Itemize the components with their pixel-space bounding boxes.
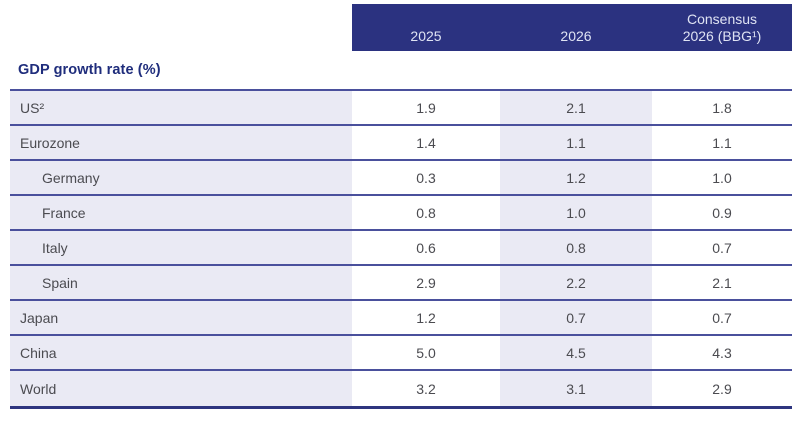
table-row: Spain 2.9 2.2 2.1 (10, 266, 792, 301)
value-cell: 1.1 (500, 126, 652, 159)
header-spacer (10, 4, 352, 51)
table-row: China 5.0 4.5 4.3 (10, 336, 792, 371)
value-cell: 0.8 (416, 204, 436, 221)
section-title-row: GDP growth rate (%) (10, 51, 792, 89)
value-cell: 1.1 (712, 134, 732, 151)
table-row: France 0.8 1.0 0.9 (10, 196, 792, 231)
value-cell: 4.5 (500, 336, 652, 369)
column-header-2025: 2025 (352, 4, 500, 51)
row-label: US² (10, 91, 352, 124)
value-cell: 2.9 (712, 380, 732, 397)
value-cell: 0.9 (712, 204, 732, 221)
value-cell: 1.2 (500, 161, 652, 194)
value-cell: 0.6 (416, 239, 436, 256)
gdp-growth-table: 2025 2026 Consensus 2026 (BBG¹) GDP grow… (10, 4, 792, 409)
value-cell: 0.7 (500, 301, 652, 334)
column-header-consensus-line1: Consensus (686, 11, 758, 27)
table-row: Eurozone 1.4 1.1 1.1 (10, 126, 792, 161)
column-header-2025-label: 2025 (410, 28, 442, 44)
column-header-2026-label: 2026 (560, 28, 592, 44)
table-row: Japan 1.2 0.7 0.7 (10, 301, 792, 336)
value-cell: 1.4 (416, 134, 436, 151)
value-cell: 4.3 (712, 344, 732, 361)
row-label: World (10, 371, 352, 406)
table-row: Italy 0.6 0.8 0.7 (10, 231, 792, 266)
value-cell: 1.9 (416, 99, 436, 116)
value-cell: 2.2 (500, 266, 652, 299)
table-header-band: 2025 2026 Consensus 2026 (BBG¹) (10, 4, 792, 51)
row-label: Japan (10, 301, 352, 334)
value-cell: 3.1 (500, 371, 652, 406)
column-header-2026: 2026 (500, 4, 652, 51)
value-cell: 2.1 (712, 274, 732, 291)
section-title: GDP growth rate (%) (18, 62, 161, 78)
value-cell: 0.3 (416, 169, 436, 186)
column-header-consensus: Consensus 2026 (BBG¹) (652, 4, 792, 51)
row-label: China (10, 336, 352, 369)
value-cell: 1.2 (416, 309, 436, 326)
row-label: Italy (10, 231, 352, 264)
table-row: World 3.2 3.1 2.9 (10, 371, 792, 406)
row-label: France (10, 196, 352, 229)
table-row: US² 1.9 2.1 1.8 (10, 91, 792, 126)
value-cell: 0.8 (500, 231, 652, 264)
value-cell: 1.0 (712, 169, 732, 186)
value-cell: 1.0 (500, 196, 652, 229)
row-label: Germany (10, 161, 352, 194)
table-row: Germany 0.3 1.2 1.0 (10, 161, 792, 196)
value-cell: 2.9 (416, 274, 436, 291)
value-cell: 5.0 (416, 344, 436, 361)
column-header-consensus-line2: 2026 (BBG¹) (682, 28, 762, 44)
table-body: US² 1.9 2.1 1.8 Eurozone 1.4 1.1 1.1 Germany 0.3 1… (10, 89, 792, 409)
value-cell: 1.8 (712, 99, 732, 116)
value-cell: 0.7 (712, 309, 732, 326)
row-label: Spain (10, 266, 352, 299)
value-cell: 0.7 (712, 239, 732, 256)
value-cell: 2.1 (500, 91, 652, 124)
value-cell: 3.2 (416, 380, 436, 397)
row-label: Eurozone (10, 126, 352, 159)
